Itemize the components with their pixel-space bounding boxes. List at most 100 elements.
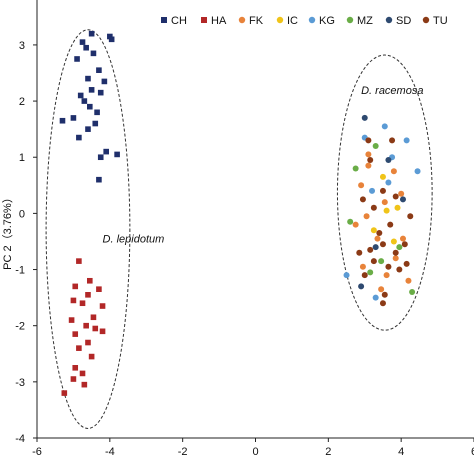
legend-marker (276, 16, 284, 24)
data-point-fk (390, 168, 397, 175)
data-point-ha (88, 353, 95, 360)
data-point-tu (379, 241, 386, 248)
y-tick-label: -4 (15, 433, 25, 445)
legend-entry-mz: MZ (346, 15, 373, 27)
data-point-ha (76, 258, 82, 264)
data-point-ha (85, 292, 91, 298)
legend-marker (238, 16, 246, 24)
data-point-ch (92, 120, 99, 127)
data-point-sd (358, 283, 365, 290)
data-point-sd (385, 157, 392, 164)
legend-marker (308, 16, 316, 24)
data-point-fk (365, 151, 372, 158)
series-ic (370, 173, 401, 245)
data-point-tu (365, 137, 372, 144)
data-point-ch (81, 98, 88, 104)
y-tick-label: -3 (15, 377, 25, 389)
data-point-ch (96, 176, 102, 183)
data-point-kg (403, 137, 410, 144)
legend-entry-ch: CH (161, 15, 187, 27)
data-point-kg (372, 294, 379, 301)
data-point-ha (72, 365, 79, 371)
data-point-ch (90, 50, 97, 57)
legend-label: IC (287, 15, 298, 27)
legend-entry-kg: KG (308, 15, 335, 27)
data-point-tu (403, 260, 410, 267)
data-point-fk (399, 235, 406, 242)
data-point-ha (96, 286, 102, 292)
x-tick-label: -6 (32, 446, 42, 458)
data-point-ch (77, 92, 84, 99)
series-mz (347, 143, 416, 295)
x-tick-label: 2 (325, 446, 331, 458)
data-point-ch (59, 117, 66, 124)
data-point-mz (367, 269, 374, 276)
data-point-ic (394, 204, 401, 211)
group-ellipses (45, 29, 433, 429)
data-point-tu (376, 230, 383, 237)
y-tick-label: 1 (19, 152, 25, 164)
x-tick-label: 6 (471, 446, 474, 458)
data-point-fk (378, 286, 385, 293)
data-point-mz (352, 165, 359, 172)
data-point-ch (79, 39, 86, 45)
legend-marker (161, 17, 167, 23)
data-point-tu (396, 266, 403, 273)
data-point-sd (399, 196, 406, 203)
data-point-mz (378, 258, 385, 265)
series-kg (343, 123, 421, 301)
data-point-ch (83, 44, 89, 51)
data-point-ha (70, 376, 77, 382)
data-point-tu (392, 193, 399, 200)
data-point-tu (381, 291, 388, 298)
data-point-tu (361, 272, 368, 279)
legend-entry-fk: FK (238, 15, 264, 27)
x-tick-label: 0 (252, 446, 258, 458)
series-tu (356, 137, 414, 307)
data-point-mz (409, 289, 416, 295)
data-point-tu (392, 249, 399, 256)
data-point-ch (107, 33, 113, 40)
data-point-ic (379, 173, 386, 180)
data-point-ic (383, 207, 390, 214)
x-tick-label: -4 (105, 446, 115, 458)
group-ellipse-2 (336, 54, 433, 331)
data-point-fk (363, 213, 370, 220)
data-point-ha (79, 370, 86, 377)
legend-marker (201, 17, 207, 23)
legend-label: FK (249, 15, 264, 27)
axis-ticks: -6 -4 -2 0 2 4 6 -4 -3 -2 -1 0 1 2 3 (15, 40, 474, 458)
data-point-ha (68, 317, 75, 323)
legend-label: CH (171, 15, 187, 27)
y-axis-title: PC 2（3.76%） (1, 192, 14, 270)
data-point-fk (352, 221, 359, 228)
data-point-tu (379, 300, 386, 307)
data-point-kg (343, 272, 350, 279)
data-point-fk (383, 272, 390, 279)
data-point-kg (385, 179, 392, 186)
data-point-ch (103, 148, 109, 155)
series-sd (358, 114, 406, 290)
data-point-mz (347, 218, 354, 225)
data-point-ch (108, 36, 115, 43)
data-point-ch (74, 56, 80, 62)
y-tick-label: -2 (15, 321, 25, 333)
data-point-ch (101, 78, 108, 85)
series-ch (59, 30, 120, 183)
data-point-ha (79, 300, 86, 307)
legend-label: SD (396, 15, 411, 27)
data-point-ha (61, 390, 68, 396)
data-point-ha (76, 345, 82, 351)
data-point-sd (372, 244, 379, 251)
data-points (59, 30, 421, 396)
y-tick-label: 0 (19, 208, 25, 220)
data-point-kg (369, 187, 376, 194)
data-point-fk (365, 162, 372, 169)
data-point-fk (358, 182, 365, 189)
data-point-tu (367, 157, 374, 164)
data-point-fk (392, 255, 399, 262)
data-point-ha (72, 283, 79, 290)
legend-marker (346, 16, 354, 24)
data-point-ha (99, 303, 106, 309)
